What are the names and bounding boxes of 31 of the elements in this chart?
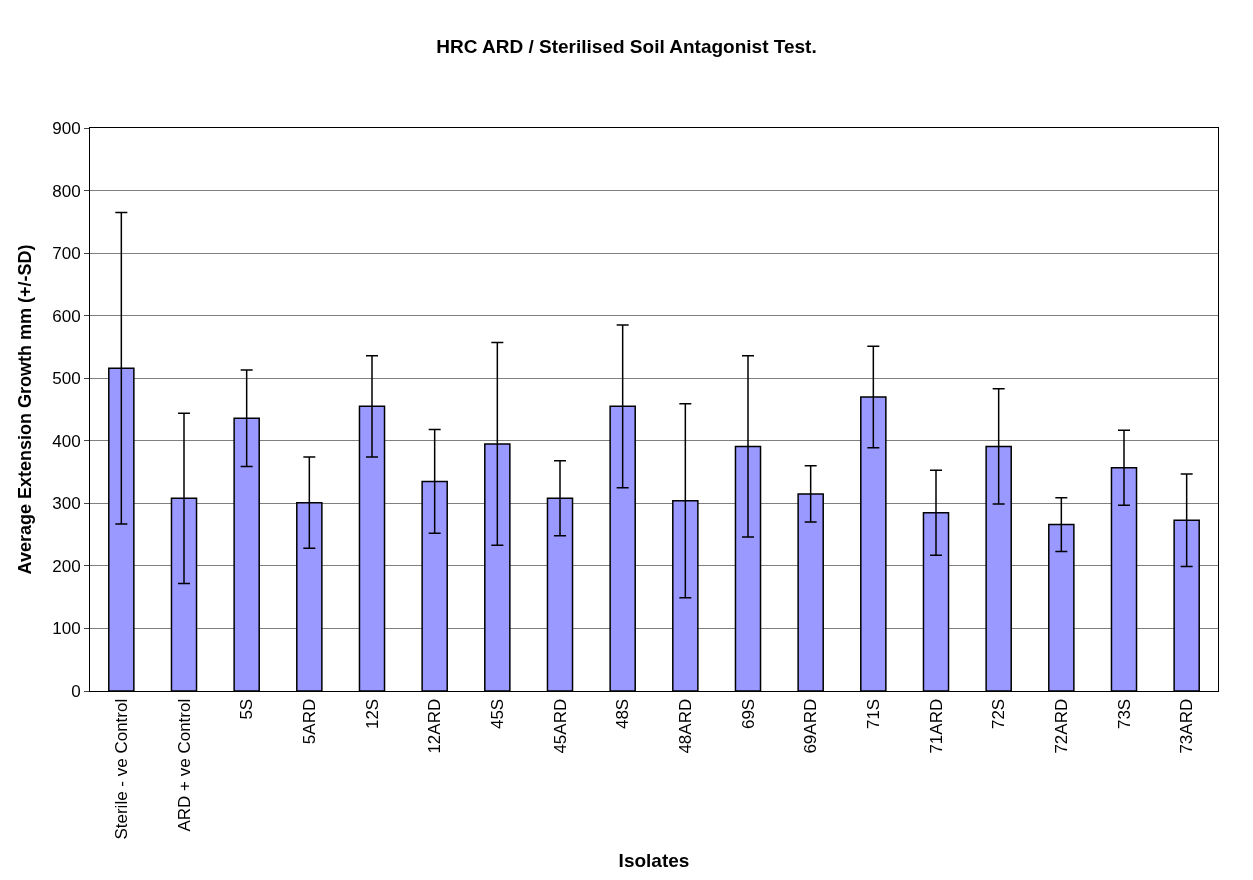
x-tick-label: 48ARD xyxy=(675,698,695,754)
x-tick-label: 5ARD xyxy=(299,698,319,745)
y-tick-label: 300 xyxy=(52,494,81,514)
y-tick-label: 600 xyxy=(52,306,81,326)
y-axis-title: Average Extension Growth mm (+/-SD) xyxy=(15,244,36,575)
x-tick-label: 72S xyxy=(989,698,1009,730)
x-tick-label: 71S xyxy=(863,698,883,730)
y-tick-label: 400 xyxy=(52,431,81,451)
y-tick-label: 100 xyxy=(52,619,81,639)
y-tick-label: 0 xyxy=(71,681,81,701)
x-axis-title: Isolates xyxy=(618,850,690,872)
y-tick-label: 900 xyxy=(52,118,81,138)
chart-title: HRC ARD / Sterilised Soil Antagonist Test. xyxy=(436,35,817,57)
y-tick-label: 700 xyxy=(52,244,81,264)
x-tick-label: 12ARD xyxy=(425,698,445,754)
x-tick-label: 69ARD xyxy=(801,698,821,754)
x-tick-label: 69S xyxy=(738,698,758,730)
x-tick-label: 48S xyxy=(613,698,633,730)
x-tick-label: 45S xyxy=(487,698,507,730)
x-tick-label: 71ARD xyxy=(926,698,946,754)
x-tick-label: 73ARD xyxy=(1177,698,1197,754)
x-tick-label: 5S xyxy=(237,698,257,720)
x-tick-label: Sterile - ve Control xyxy=(111,698,131,840)
x-tick-label: ARD + ve Control xyxy=(174,698,194,832)
y-tick-label: 200 xyxy=(52,556,81,576)
x-tick-label: 73S xyxy=(1114,698,1134,730)
x-tick-label: 45ARD xyxy=(550,698,570,754)
x-tick-label: 72ARD xyxy=(1051,698,1071,754)
y-tick-label: 500 xyxy=(52,369,81,389)
x-tick-label: 12S xyxy=(362,698,382,730)
y-tick-label: 800 xyxy=(52,181,81,201)
